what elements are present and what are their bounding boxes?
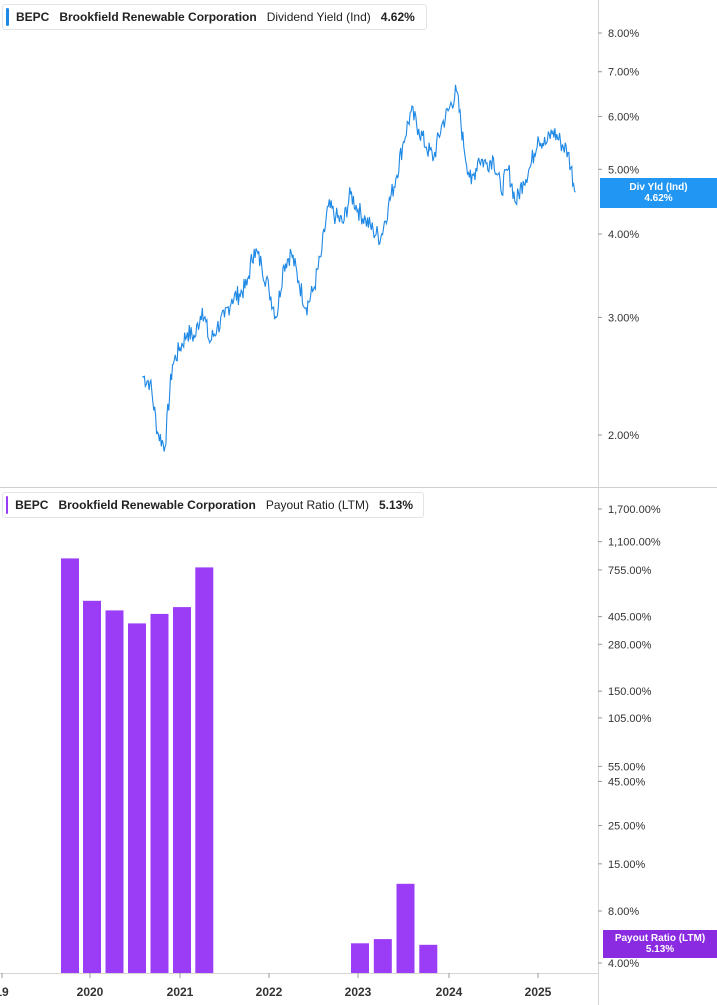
bottom-legend-swatch xyxy=(6,496,9,514)
payout-ratio-bar xyxy=(351,943,369,973)
payout-tag-value: 5.13% xyxy=(645,944,675,955)
bottom-legend-ticker: BEPC xyxy=(15,498,49,512)
bottom-y-tick-label: 150.00% xyxy=(608,686,652,698)
top-legend: BEPC Brookfield Renewable Corporation Di… xyxy=(2,4,427,30)
bottom-legend-company: Brookfield Renewable Corporation xyxy=(58,498,256,512)
dividend-yield-line xyxy=(142,84,576,452)
bottom-y-tick-label: 45.00% xyxy=(608,776,646,788)
x-tick-label: 2020 xyxy=(77,985,104,999)
x-tick-label: 2025 xyxy=(525,985,552,999)
bottom-y-tick-label: 25.00% xyxy=(608,821,646,833)
top-legend-value: 4.62% xyxy=(380,10,415,24)
top-legend-ticker: BEPC xyxy=(16,10,50,24)
payout-ratio-bar xyxy=(61,558,79,973)
top-legend-metric: Dividend Yield (Ind) xyxy=(266,10,371,24)
top-y-tick-label: 8.00% xyxy=(608,28,639,40)
bottom-y-tick-label: 1,100.00% xyxy=(608,537,661,549)
div-yield-value-tag: Div Yld (Ind) 4.62% xyxy=(600,178,717,208)
payout-ratio-bar xyxy=(173,607,191,973)
div-yield-tag-label: Div Yld (Ind) xyxy=(629,182,688,193)
payout-ratio-value-tag: Payout Ratio (LTM) 5.13% xyxy=(603,930,717,958)
bottom-y-tick-label: 15.00% xyxy=(608,859,646,871)
top-y-tick-label: 3.00% xyxy=(608,312,639,324)
payout-ratio-bar xyxy=(150,613,169,973)
payout-ratio-bar xyxy=(83,600,101,973)
bottom-y-tick-label: 105.00% xyxy=(608,713,652,725)
x-tick-label: 2022 xyxy=(256,985,283,999)
x-tick-label: 19 xyxy=(0,985,9,999)
bottom-y-tick-label: 280.00% xyxy=(608,639,652,651)
top-legend-company: Brookfield Renewable Corporation xyxy=(59,10,257,24)
top-y-tick-label: 6.00% xyxy=(608,111,639,123)
bottom-y-tick-label: 4.00% xyxy=(608,958,639,970)
payout-tag-label: Payout Ratio (LTM) xyxy=(614,933,706,944)
payout-ratio-bar xyxy=(128,623,146,973)
payout-ratio-bar xyxy=(419,944,438,973)
bottom-y-tick-label: 55.00% xyxy=(608,761,646,773)
top-y-tick-label: 2.00% xyxy=(608,430,639,442)
x-tick-label: 2021 xyxy=(167,985,194,999)
top-y-tick-label: 7.00% xyxy=(608,67,639,79)
payout-ratio-bar xyxy=(396,883,415,973)
bottom-legend-metric: Payout Ratio (LTM) xyxy=(265,498,369,512)
payout-ratio-bar xyxy=(373,939,392,973)
payout-ratio-bar xyxy=(105,610,124,973)
div-yield-tag-value: 4.62% xyxy=(644,193,673,204)
x-tick-label: 2023 xyxy=(345,985,372,999)
bottom-y-tick-label: 8.00% xyxy=(608,906,639,918)
bottom-y-tick-label: 755.00% xyxy=(608,565,652,577)
top-legend-swatch xyxy=(6,8,9,26)
bottom-legend-value: 5.13% xyxy=(378,498,413,512)
bottom-y-tick-label: 405.00% xyxy=(608,612,652,624)
x-tick-label: 2024 xyxy=(436,985,463,999)
bottom-y-tick-label: 1,700.00% xyxy=(608,504,661,516)
top-y-tick-label: 4.00% xyxy=(608,229,639,241)
top-y-tick-label: 5.00% xyxy=(608,164,639,176)
payout-ratio-bar xyxy=(195,567,214,973)
bottom-legend: BEPC Brookfield Renewable Corporation Pa… xyxy=(2,492,424,518)
